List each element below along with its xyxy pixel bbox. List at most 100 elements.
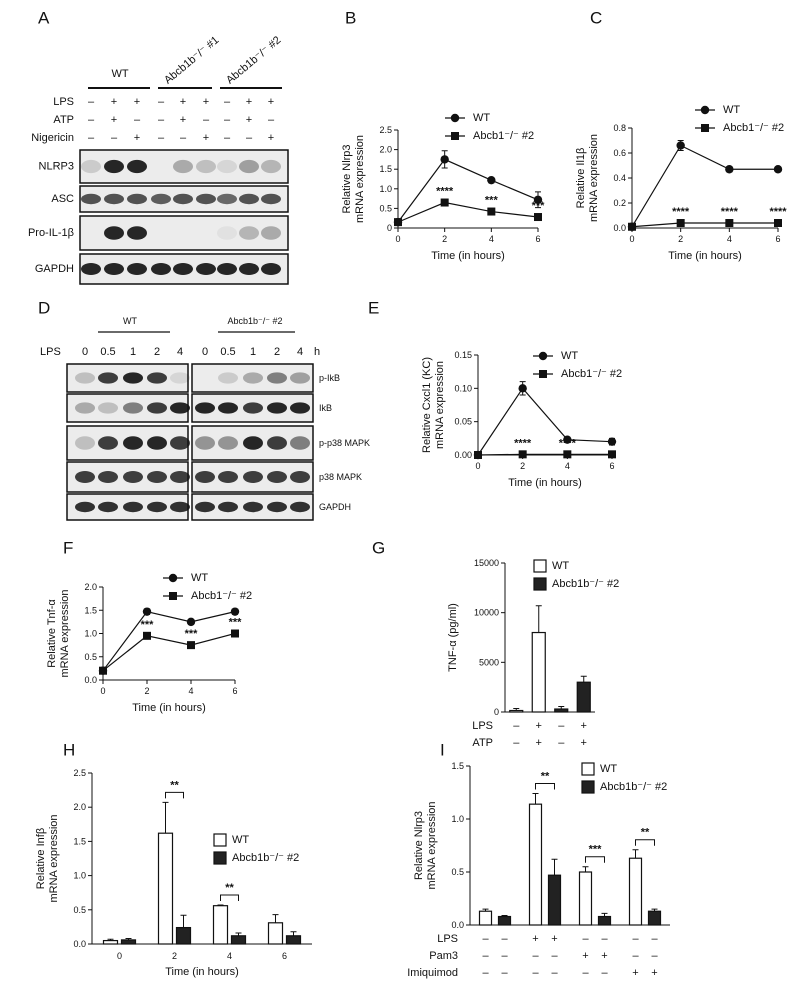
treatment-sign: + (111, 96, 117, 108)
data-point (231, 629, 239, 638)
data-point (394, 218, 402, 227)
blot-band (261, 226, 281, 240)
blot-band (267, 402, 287, 414)
legend-swatch (213, 833, 227, 847)
series-line (631, 144, 778, 228)
group-label: Abcb1b⁻/⁻ #2 (227, 316, 282, 326)
blot-band (261, 263, 281, 275)
blot-band (147, 436, 167, 450)
y-tick-label: 0.2 (613, 198, 626, 208)
blot-band (104, 159, 124, 174)
x-tick-label: 0 (395, 234, 400, 244)
sign: – (651, 950, 658, 962)
panel-label: G (372, 539, 385, 558)
sign: – (482, 967, 489, 979)
error-bar (551, 858, 558, 876)
y-axis-label: Relative Nlrp3 (341, 144, 353, 213)
treatment-sign: + (180, 96, 186, 108)
error-bar (217, 904, 224, 906)
blot-band (173, 263, 193, 275)
blot-band (123, 471, 143, 483)
legend-label: Abcb1⁻/⁻ #2 (561, 368, 622, 380)
blot-band (104, 226, 124, 240)
bar (576, 681, 591, 713)
data-point (534, 213, 542, 222)
significance: **** (436, 186, 454, 198)
blot-row-label: Pro-IL-1β (28, 227, 74, 239)
treatment-sign: – (180, 132, 187, 144)
blot-band (147, 402, 167, 414)
y-axis-label: mRNA expression (426, 801, 438, 889)
series-line (631, 222, 778, 228)
significance: ** (170, 779, 179, 791)
blot-band (243, 402, 263, 414)
sign: – (532, 967, 539, 979)
y-axis-label: mRNA expression (354, 135, 366, 223)
significance-bracket (165, 791, 184, 799)
lane-label: 4 (177, 346, 183, 358)
sign: – (501, 933, 508, 945)
data-point (676, 141, 685, 150)
series-line (397, 158, 539, 223)
sign: – (532, 950, 539, 962)
sign: + (581, 720, 587, 732)
blot-band (217, 193, 237, 205)
bar (578, 871, 593, 926)
blot-row-label: GAPDH (35, 263, 74, 275)
blot-band (173, 226, 193, 240)
blot-band (75, 436, 95, 450)
y-tick-label: 0.0 (84, 675, 97, 685)
significance: **** (721, 206, 739, 218)
panel-label: F (63, 539, 73, 558)
blot-row-label: p-IkB (319, 373, 340, 383)
x-tick-label: 6 (775, 234, 780, 244)
y-tick-label: 10000 (474, 608, 499, 618)
y-tick-label: 0.8 (613, 123, 626, 133)
legend-label: Abcb1b⁻/⁻ #2 (600, 781, 667, 793)
treatment-sign: + (203, 96, 209, 108)
y-tick-label: 0.0 (451, 920, 464, 930)
blot-band (239, 263, 259, 275)
blot-band (81, 159, 101, 174)
panel-label: D (38, 299, 50, 318)
y-axis-label: Relative Il1β (575, 148, 587, 209)
blot-band (239, 193, 259, 205)
data-point (440, 155, 449, 164)
treatment-sign: – (246, 132, 253, 144)
blot-band (98, 372, 118, 384)
significance: **** (514, 437, 532, 449)
significance-bracket (585, 856, 605, 863)
x-tick-label: 4 (727, 234, 732, 244)
x-tick-label: 4 (489, 234, 494, 244)
significance: **** (769, 206, 787, 218)
legend-label: WT (723, 104, 740, 116)
y-tick-label: 0.00 (454, 450, 472, 460)
blot-band (147, 372, 167, 384)
bar (628, 857, 643, 926)
significance: **** (672, 206, 690, 218)
group-label: WT (111, 68, 128, 80)
legend-marker (700, 105, 710, 115)
error-bar (180, 914, 187, 928)
significance: ** (541, 771, 550, 783)
blot-band (218, 471, 238, 483)
y-tick-label: 1.5 (379, 164, 392, 174)
bar (267, 922, 284, 945)
x-tick-label: 0 (100, 686, 105, 696)
blot-band (290, 402, 310, 414)
significance: **** (559, 437, 577, 449)
sign-row-label: ATP (472, 737, 493, 749)
treatment-label: LPS (53, 96, 74, 108)
blot-band (243, 436, 263, 450)
sign: – (551, 967, 558, 979)
y-axis-label: mRNA expression (588, 134, 600, 222)
blot-band (195, 436, 215, 450)
blot-band (123, 436, 143, 450)
data-point (676, 219, 685, 227)
y-tick-label: 1.5 (73, 836, 86, 846)
sign: – (632, 950, 639, 962)
sign: – (501, 967, 508, 979)
series-line (102, 610, 236, 672)
error-bar (582, 866, 589, 872)
